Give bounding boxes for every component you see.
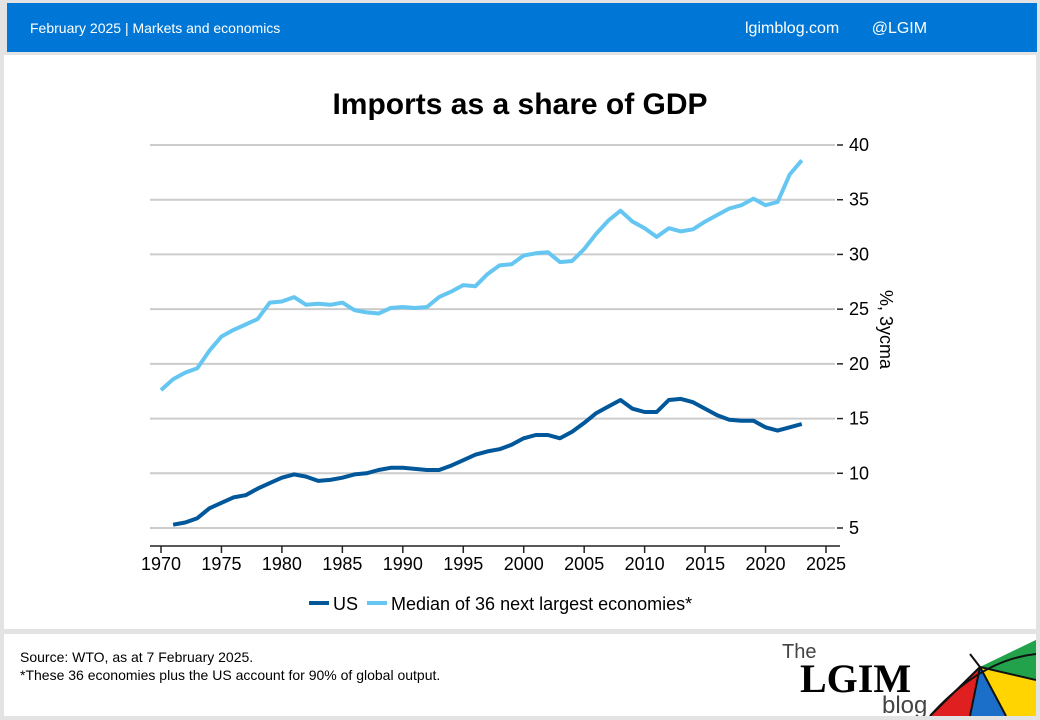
twitter-handle-link[interactable]: @LGIM — [871, 20, 928, 37]
y-tick-label: 20 — [849, 354, 869, 374]
lgim-blog-logo: The LGIM blog — [782, 640, 1036, 716]
x-tick-label: 1995 — [443, 554, 483, 574]
y-tick-label: 25 — [849, 299, 869, 319]
y-tick-label: 35 — [849, 190, 869, 210]
y-tick-label: 10 — [849, 463, 869, 483]
x-tick-label: 1975 — [201, 554, 241, 574]
series-line-us — [172, 396, 803, 527]
logo-lgim: LGIM — [800, 656, 911, 701]
chart-title: Imports as a share of GDP — [332, 88, 708, 121]
header-bar: February 2025 | Markets and economics lg… — [7, 3, 1037, 52]
x-tick-label: 2025 — [806, 554, 846, 574]
source-note: Source: WTO, as at 7 February 2025. — [20, 649, 254, 665]
logo-the: The — [782, 641, 816, 663]
x-tick-label: 2015 — [685, 554, 725, 574]
logo-blog: blog — [882, 692, 927, 716]
x-tick-label: 2010 — [625, 554, 665, 574]
x-tick-label: 1990 — [383, 554, 423, 574]
site-link[interactable]: lgimblog.com — [745, 20, 840, 37]
series-line-median — [159, 159, 804, 392]
footer-panel: Source: WTO, as at 7 February 2025. *The… — [4, 634, 1036, 716]
chart-panel — [4, 55, 1036, 629]
x-tick-label: 2005 — [564, 554, 604, 574]
umbrella-icon — [929, 640, 1036, 716]
y-axis-label: %, 3ycma — [876, 290, 896, 370]
x-tick-label: 2000 — [504, 554, 544, 574]
legend-label: US — [333, 594, 358, 614]
x-tick-label: 1970 — [141, 554, 181, 574]
y-tick-label: 5 — [849, 518, 859, 538]
y-tick-label: 40 — [849, 135, 869, 155]
date-section-label: February 2025 | Markets and economics — [30, 20, 281, 36]
x-tick-label: 1985 — [322, 554, 362, 574]
footnote: *These 36 economies plus the US account … — [20, 667, 441, 683]
x-tick-label: 1980 — [262, 554, 302, 574]
legend-label: Median of 36 next largest economies* — [391, 594, 692, 614]
y-tick-label: 15 — [849, 409, 869, 429]
y-tick-label: 30 — [849, 244, 869, 264]
x-tick-label: 2020 — [746, 554, 786, 574]
